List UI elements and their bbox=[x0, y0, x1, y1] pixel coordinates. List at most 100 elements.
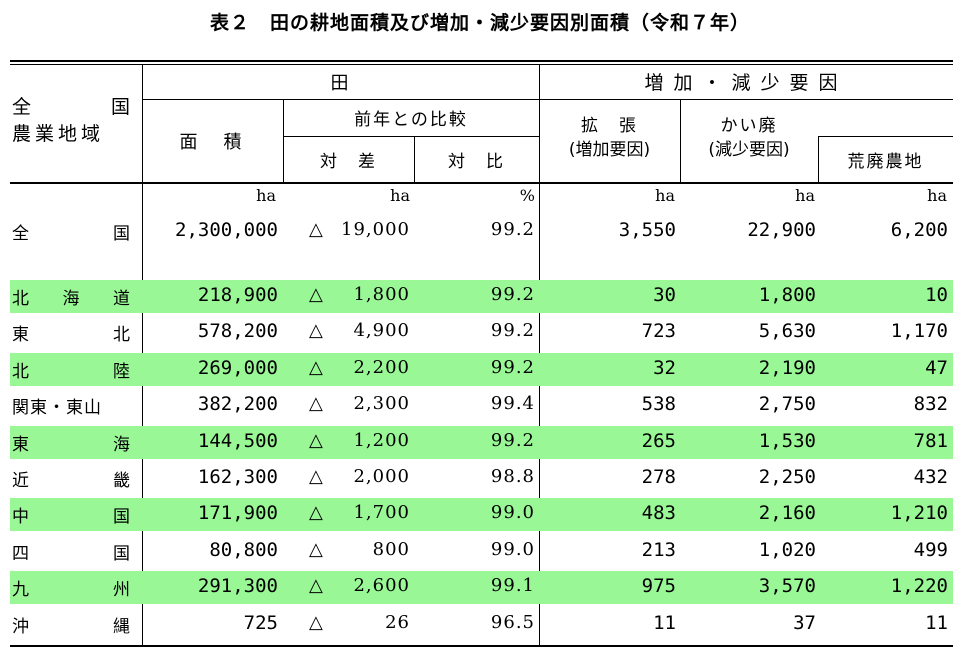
cell-wasteland: 432 bbox=[913, 466, 948, 488]
region-name: 中国 bbox=[12, 497, 130, 532]
cell-expansion: 213 bbox=[641, 539, 676, 561]
unit-abandon: ha bbox=[795, 186, 815, 205]
divider-area bbox=[283, 99, 284, 184]
national-triangle: △ bbox=[309, 219, 323, 240]
region-name-part: 東 bbox=[12, 435, 29, 455]
cell-ratio: 99.4 bbox=[490, 393, 535, 414]
table-row: 北 海 道 △ 218,900 1,800 99.2 30 1,800 10 bbox=[0, 279, 960, 315]
region-name: 沖縄 bbox=[12, 607, 130, 642]
national-area: 2,300,000 bbox=[175, 219, 278, 241]
cell-abandon: 5,630 bbox=[758, 320, 816, 342]
table-row: 近畿 △ 162,300 2,000 98.8 278 2,250 432 bbox=[0, 461, 960, 497]
cell-wasteland: 1,220 bbox=[890, 575, 948, 597]
header-abandon: かい廃 (減少要因) bbox=[680, 108, 818, 168]
table-row: 四国 △ 80,800 800 99.0 213 1,020 499 bbox=[0, 534, 960, 570]
header-abandon-line1: かい廃 bbox=[720, 116, 778, 136]
header-region: 全 国 農業地域 bbox=[12, 92, 130, 146]
decrease-triangle: △ bbox=[309, 539, 323, 560]
decrease-triangle: △ bbox=[309, 357, 323, 378]
region-name-part: 東 bbox=[12, 325, 29, 345]
region-name-part: 北 bbox=[113, 325, 130, 345]
region-name: 関東・東山 bbox=[12, 388, 130, 423]
cell-ratio: 99.0 bbox=[490, 502, 535, 523]
header-region-koku: 国 bbox=[110, 96, 130, 118]
region-name: 四国 bbox=[12, 534, 130, 569]
table-row: 中国 △ 171,900 1,700 99.0 483 2,160 1,210 bbox=[0, 497, 960, 533]
cell-abandon: 2,750 bbox=[758, 393, 816, 415]
decrease-triangle: △ bbox=[309, 430, 323, 451]
cell-area: 725 bbox=[243, 612, 278, 634]
region-name: 近畿 bbox=[12, 461, 130, 496]
unit-ratio: % bbox=[519, 186, 535, 205]
cell-diff: 26 bbox=[385, 612, 410, 633]
table-row: 北陸 △ 269,000 2,200 99.2 32 2,190 47 bbox=[0, 352, 960, 388]
cell-area: 144,500 bbox=[197, 430, 278, 452]
cell-expansion: 32 bbox=[653, 357, 676, 379]
cell-expansion: 975 bbox=[641, 575, 676, 597]
cell-abandon: 2,250 bbox=[758, 466, 816, 488]
region-name-part: 北 bbox=[12, 362, 29, 382]
cell-ratio: 99.2 bbox=[490, 284, 535, 305]
region-name-part: 四 bbox=[12, 544, 29, 564]
cell-expansion: 265 bbox=[641, 430, 676, 452]
cell-diff: 2,300 bbox=[353, 393, 410, 414]
cell-ratio: 99.2 bbox=[490, 430, 535, 451]
header-expansion: 拡 張 (増加要因) bbox=[539, 108, 680, 168]
cell-wasteland: 1,210 bbox=[890, 502, 948, 524]
row-highlight bbox=[10, 498, 953, 531]
cell-expansion: 11 bbox=[653, 612, 676, 634]
cell-area: 171,900 bbox=[197, 502, 278, 524]
cell-wasteland: 10 bbox=[925, 284, 948, 306]
header-diff: 対 差 bbox=[320, 152, 377, 172]
cell-ratio: 96.5 bbox=[490, 612, 535, 633]
header-bottom-rule bbox=[10, 182, 953, 184]
header-factors: 増加・減少要因 bbox=[644, 72, 848, 94]
cell-wasteland: 499 bbox=[913, 539, 948, 561]
cell-ratio: 99.2 bbox=[490, 320, 535, 341]
table-row: 東海 △ 144,500 1,200 99.2 265 1,530 781 bbox=[0, 425, 960, 461]
cell-diff: 800 bbox=[372, 539, 410, 560]
region-name-part: 近 bbox=[12, 471, 29, 491]
header-area: 面 積 bbox=[179, 132, 246, 153]
cell-wasteland: 1,170 bbox=[890, 320, 948, 342]
cell-diff: 2,000 bbox=[353, 466, 410, 487]
decrease-triangle: △ bbox=[309, 575, 323, 596]
region-name: 北陸 bbox=[12, 352, 130, 387]
cell-ratio: 98.8 bbox=[490, 466, 535, 487]
header-abandon-line2: (減少要因) bbox=[708, 140, 790, 160]
region-name-part: 海 bbox=[113, 435, 130, 455]
cell-wasteland: 11 bbox=[925, 612, 948, 634]
top-double-rule-2 bbox=[10, 64, 953, 65]
cell-area: 80,800 bbox=[209, 539, 278, 561]
unit-area: ha bbox=[256, 186, 276, 205]
cell-ratio: 99.2 bbox=[490, 357, 535, 378]
region-name-part: 縄 bbox=[113, 617, 130, 637]
cell-expansion: 723 bbox=[641, 320, 676, 342]
cell-diff: 4,900 bbox=[353, 320, 410, 341]
unit-wasteland: ha bbox=[927, 186, 947, 205]
national-name-1: 国 bbox=[113, 223, 130, 244]
national-abandon: 22,900 bbox=[747, 219, 816, 241]
row-highlight bbox=[10, 571, 953, 604]
region-name-part: 九 bbox=[12, 580, 29, 600]
unit-expansion: ha bbox=[655, 186, 675, 205]
cell-diff: 1,800 bbox=[353, 284, 410, 305]
cell-area: 218,900 bbox=[197, 284, 278, 306]
national-ratio: 99.2 bbox=[490, 219, 535, 240]
unit-diff: ha bbox=[390, 186, 410, 205]
decrease-triangle: △ bbox=[309, 284, 323, 305]
cell-area: 291,300 bbox=[197, 575, 278, 597]
cell-area: 162,300 bbox=[197, 466, 278, 488]
table-row: 東北 △ 578,200 4,900 99.2 723 5,630 1,170 bbox=[0, 315, 960, 351]
cell-diff: 1,200 bbox=[353, 430, 410, 451]
header-ta: 田 bbox=[330, 72, 351, 94]
cell-wasteland: 47 bbox=[925, 357, 948, 379]
national-name: 全 国 bbox=[12, 213, 130, 249]
row-highlight bbox=[10, 280, 953, 313]
cell-diff: 1,700 bbox=[353, 502, 410, 523]
table-title: 表２ 田の耕地面積及び増加・減少要因別面積（令和７年） bbox=[209, 12, 750, 34]
national-diff: 19,000 bbox=[341, 219, 410, 240]
cell-abandon: 2,190 bbox=[758, 357, 816, 379]
region-name-part: 州 bbox=[113, 580, 130, 600]
divider-expansion bbox=[680, 99, 681, 184]
